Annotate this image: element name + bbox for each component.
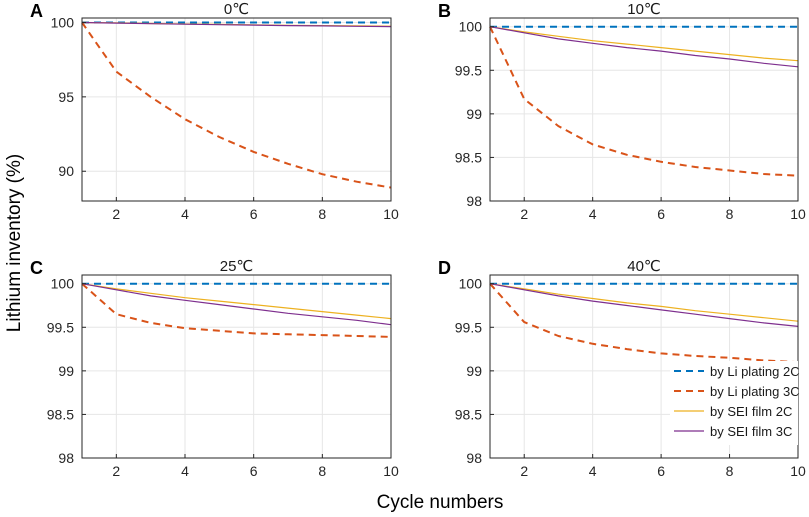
- y-tick-label: 98: [466, 450, 482, 466]
- x-tick-label: 4: [181, 206, 189, 222]
- x-axis-label: Cycle numbers: [377, 492, 504, 513]
- x-tick-label: 2: [112, 206, 120, 222]
- x-tick-label: 8: [726, 463, 734, 479]
- y-tick-label: 99: [58, 363, 74, 379]
- plot-frame: [489, 17, 799, 202]
- panel-letter: B: [438, 1, 451, 21]
- y-tick-label: 99.5: [455, 62, 482, 78]
- y-tick-label: 98: [466, 193, 482, 209]
- series-line-by-sei-film-2c: [81, 283, 392, 320]
- x-tick-label: 10: [790, 463, 806, 479]
- x-tick-label: 2: [520, 463, 528, 479]
- y-tick-label: 98.5: [455, 406, 482, 422]
- x-tick-label: 10: [383, 463, 399, 479]
- x-tick-label: 6: [657, 206, 665, 222]
- y-tick-label: 98.5: [47, 406, 74, 422]
- x-tick-label: 2: [112, 463, 120, 479]
- panel-title: 25℃: [220, 258, 254, 275]
- panel-a: 2 4 6 8 10 90 95 100 0℃ A: [30, 1, 399, 222]
- x-tick-label: 4: [589, 206, 597, 222]
- x-tick-label: 2: [520, 206, 528, 222]
- series-line-by-sei-film-3c: [81, 283, 392, 326]
- panel-title: 0℃: [224, 1, 249, 18]
- series-line-by-sei-film-3c: [81, 21, 392, 28]
- y-tick-label: 100: [459, 19, 483, 35]
- y-tick-label: 99: [466, 363, 482, 379]
- legend-label: by Li plating 3C: [710, 384, 800, 399]
- series-line-by-li-plating-3c: [81, 282, 392, 338]
- x-tick-label: 8: [318, 463, 326, 479]
- x-tick-label: 10: [383, 206, 399, 222]
- panel-b: 2 4 6 8 10 98 98.5 99 99.5 100 10℃ B: [438, 1, 806, 222]
- x-tick-label: 4: [589, 463, 597, 479]
- plot-frame: [81, 17, 392, 202]
- y-tick-label: 90: [58, 163, 74, 179]
- series-line-by-sei-film-3c: [489, 283, 799, 327]
- y-tick-label: 99: [466, 106, 482, 122]
- x-tick-label: 6: [250, 463, 258, 479]
- y-tick-label: 99.5: [455, 319, 482, 335]
- series-line-by-sei-film-3c: [489, 26, 799, 68]
- x-tick-label: 8: [318, 206, 326, 222]
- panel-letter: A: [30, 1, 43, 21]
- panel-title: 40℃: [627, 258, 661, 275]
- panel-title: 10℃: [627, 1, 661, 18]
- legend-label: by Li plating 2C: [710, 364, 800, 379]
- series-line-by-li-plating-3c: [489, 283, 799, 364]
- x-tick-label: 10: [790, 206, 806, 222]
- x-tick-label: 8: [726, 206, 734, 222]
- series-line-by-li-plating-3c: [489, 26, 799, 177]
- x-tick-label: 6: [657, 463, 665, 479]
- x-tick-label: 4: [181, 463, 189, 479]
- series-line-by-li-plating-3c: [81, 21, 392, 189]
- y-tick-label: 98: [58, 450, 74, 466]
- y-tick-label: 98.5: [455, 149, 482, 165]
- x-tick-label: 6: [250, 206, 258, 222]
- y-tick-label: 99.5: [47, 319, 74, 335]
- y-tick-label: 95: [58, 89, 74, 105]
- legend-label: by SEI film 3C: [710, 424, 792, 439]
- legend: by Li plating 2C by Li plating 3C by SEI f…: [670, 361, 800, 445]
- plot-frame: [81, 274, 392, 459]
- legend-label: by SEI film 2C: [710, 404, 792, 419]
- panel-letter: D: [438, 258, 451, 278]
- panel-letter: C: [30, 258, 43, 278]
- y-axis-label: Lithium inventory (%): [4, 154, 25, 332]
- series-line-by-sei-film-2c: [489, 26, 799, 62]
- y-tick-label: 100: [51, 14, 75, 30]
- series-line-by-sei-film-2c: [489, 283, 799, 322]
- y-tick-label: 100: [51, 276, 75, 292]
- y-tick-label: 100: [459, 276, 483, 292]
- panel-c: 2 4 6 8 10 98 98.5 99 99.5 100 25℃ C: [30, 258, 399, 479]
